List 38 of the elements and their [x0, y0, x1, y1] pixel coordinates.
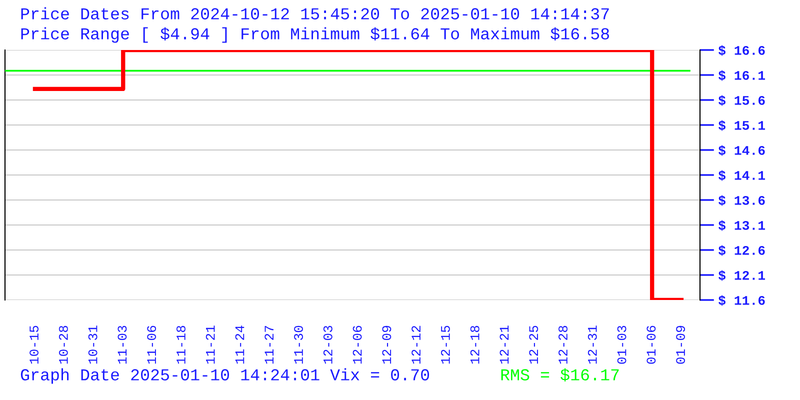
y-tick-label: $ 12.6 — [718, 245, 765, 256]
x-tick-label: 12-18 — [470, 326, 480, 364]
y-tick-label: $ 14.6 — [718, 145, 765, 156]
y-tick-label: $ 13.1 — [718, 220, 766, 231]
y-tick-label: $ 16.6 — [718, 45, 765, 56]
x-tick-label: 10-28 — [58, 326, 68, 364]
x-tick-label: 11-18 — [176, 326, 186, 364]
chart-subtitle: Price Range [ $4.94 ] From Minimum $11.64 To Maximum $16.58 — [21, 27, 609, 43]
x-tick-label: 12-03 — [323, 326, 332, 364]
x-tick-label: 11-24 — [235, 326, 244, 364]
x-tick-label: 10-31 — [88, 326, 98, 364]
x-tick-label: 12-12 — [412, 326, 420, 364]
y-tick-label: $ 13.6 — [718, 195, 765, 206]
x-tick-label: 12-28 — [558, 326, 568, 364]
x-tick-label: 12-15 — [440, 326, 450, 364]
x-tick-label: 11-06 — [147, 326, 156, 364]
x-tick-label: 10-15 — [30, 326, 39, 364]
x-tick-label: 01-03 — [617, 326, 626, 364]
x-tick-label: 11-30 — [294, 326, 303, 364]
x-tick-label: 12-21 — [500, 326, 509, 364]
x-tick-label: 12-09 — [382, 326, 392, 364]
chart-title: Price Dates From 2024-10-12 15:45:20 To 2025-01-10 14:14:37 — [21, 7, 609, 20]
text: Graph Date 2025-01-10 14:24:01 Vix = 0.70 — [20, 368, 430, 384]
x-tick-label: 11-27 — [264, 326, 274, 364]
y-tick-label: $ 15.6 — [718, 95, 765, 106]
ref-line-label: RMS = $16.17 — [501, 368, 619, 382]
x-tick-label: 11-03 — [118, 326, 127, 364]
x-tick-label: 01-06 — [646, 326, 656, 364]
y-tick-label: $ 14.1 — [718, 170, 766, 181]
y-tick-label: $ 11.6 — [718, 295, 765, 306]
x-tick-label: 12-31 — [588, 326, 597, 364]
y-tick-label: $ 12.1 — [718, 270, 766, 281]
y-tick-label: $ 15.1 — [718, 120, 766, 131]
y-tick-label: $ 16.1 — [718, 70, 766, 81]
x-tick-label: 11-21 — [206, 326, 215, 364]
x-tick-label: 12-25 — [529, 326, 538, 364]
x-tick-label: 12-06 — [352, 326, 362, 364]
x-tick-label: 01-09 — [676, 326, 686, 364]
